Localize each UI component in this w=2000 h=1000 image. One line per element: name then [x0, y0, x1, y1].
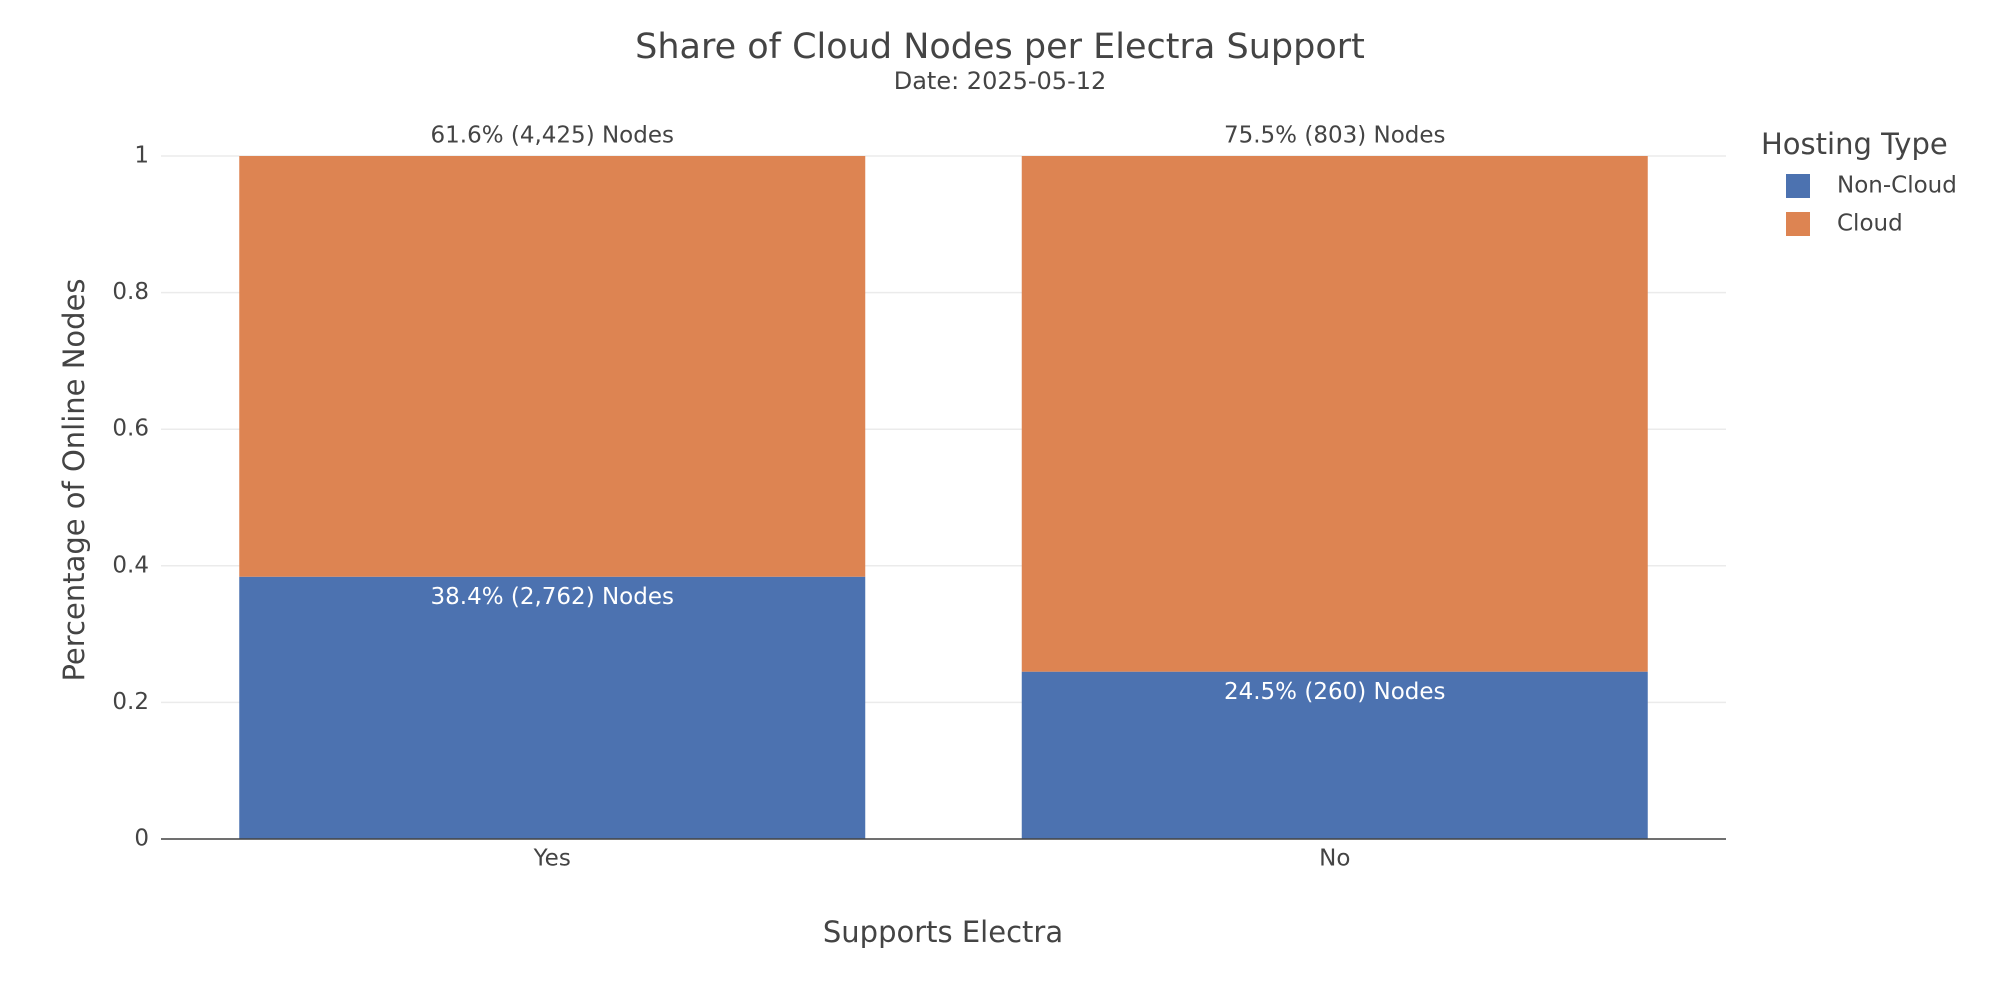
data-label: 24.5% (260) Nodes	[1224, 679, 1446, 705]
legend-title: Hosting Type	[1761, 127, 1948, 161]
legend-label: Non-Cloud	[1837, 173, 1957, 199]
chart-subtitle: Date: 2025-05-12	[894, 67, 1107, 95]
bar-segment	[1021, 671, 1648, 839]
data-label: 38.4% (2,762) Nodes	[431, 584, 675, 610]
bar-segment	[239, 576, 866, 839]
data-label: 61.6% (4,425) Nodes	[431, 123, 675, 149]
legend-swatch	[1786, 174, 1810, 198]
legend-swatch	[1786, 212, 1810, 236]
x-tick-label: No	[1319, 846, 1350, 872]
y-tick-label: 0.2	[112, 689, 149, 715]
y-tick-label: 0	[134, 826, 149, 852]
y-tick-label: 1	[134, 143, 149, 169]
y-axis-title: Percentage of Online Nodes	[57, 278, 91, 681]
y-tick-label: 0.4	[112, 552, 149, 578]
bar-segment	[1021, 156, 1648, 672]
legend-label: Cloud	[1837, 211, 1903, 237]
y-tick-label: 0.8	[112, 279, 149, 305]
x-axis-title: Supports Electra	[823, 915, 1063, 949]
y-tick-label: 0.6	[112, 416, 149, 442]
data-label: 75.5% (803) Nodes	[1224, 123, 1446, 149]
x-tick-label: Yes	[533, 846, 571, 872]
chart-title: Share of Cloud Nodes per Electra Support	[635, 27, 1365, 67]
bar-segment	[239, 156, 866, 577]
